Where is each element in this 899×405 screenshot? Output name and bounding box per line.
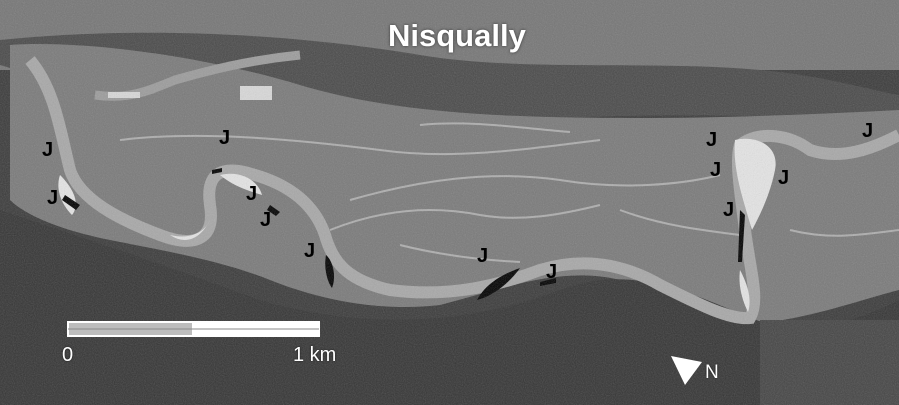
marker-j: J <box>706 129 717 151</box>
marker-j: J <box>723 199 734 221</box>
marker-j: J <box>219 127 230 149</box>
marker-j: J <box>304 240 315 262</box>
marker-j: J <box>546 261 557 283</box>
scale-end-label: 1 km <box>293 344 337 366</box>
marker-j: J <box>477 245 488 267</box>
marker-j: J <box>862 120 873 142</box>
marker-j: J <box>778 167 789 189</box>
marker-j: J <box>42 139 53 161</box>
scale-start-label: 0 <box>62 344 74 366</box>
scale-bar <box>67 321 320 337</box>
marker-j: J <box>246 183 257 205</box>
marker-j: J <box>260 209 271 231</box>
map-title: Nisqually <box>388 18 526 53</box>
north-label: N <box>705 362 719 383</box>
j-markers: J J J J J J J J J J J J J <box>42 120 873 283</box>
marker-j: J <box>710 159 721 181</box>
north-arrow-icon <box>671 356 702 385</box>
marker-j: J <box>47 187 58 209</box>
